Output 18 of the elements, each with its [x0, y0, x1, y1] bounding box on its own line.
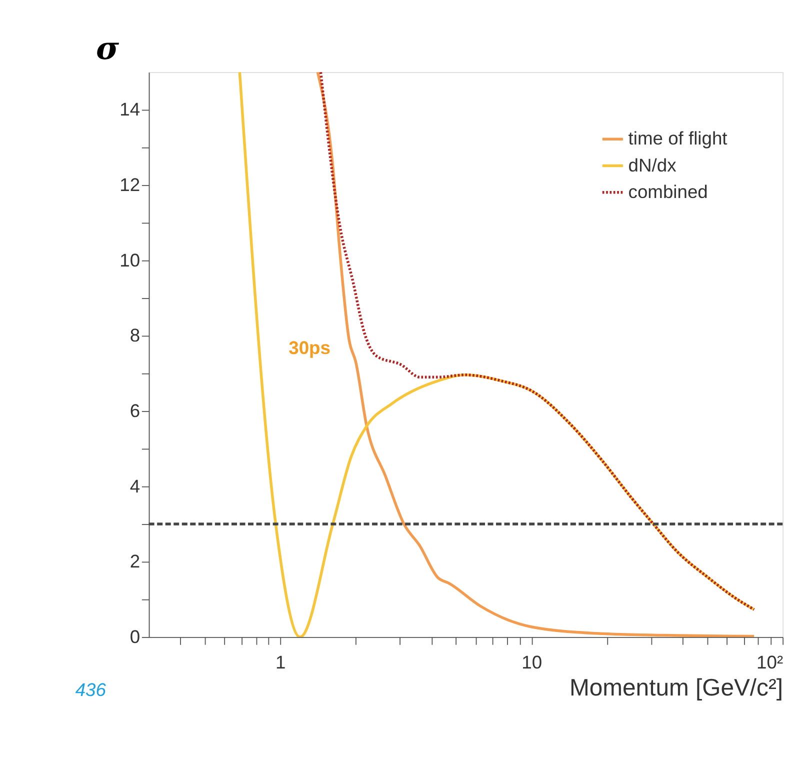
y-tick-label: 14: [120, 98, 140, 120]
y-tick-label: 0: [130, 626, 140, 647]
legend-label: dN/dx: [628, 154, 676, 176]
y-tick-label: 12: [120, 174, 140, 196]
x-tick-label: 1: [276, 652, 286, 673]
y-tick-label: 2: [130, 550, 140, 572]
text: 436: [75, 678, 107, 700]
x-tick-label: 10: [522, 652, 542, 673]
x-axis-title: Momentum [GeV/c²]: [569, 674, 784, 702]
legend-label: time of flight: [628, 128, 728, 149]
y-axis-title: σ: [96, 30, 120, 67]
y-tick-label: 4: [130, 475, 140, 496]
y-tick-label: 6: [130, 400, 140, 422]
y-tick-label: 8: [130, 324, 140, 346]
legend-label: combined: [628, 180, 708, 202]
x-tick-label: 10²: [756, 652, 784, 673]
y-tick-label: 10: [120, 249, 140, 270]
annotation: 30ps: [288, 337, 330, 358]
